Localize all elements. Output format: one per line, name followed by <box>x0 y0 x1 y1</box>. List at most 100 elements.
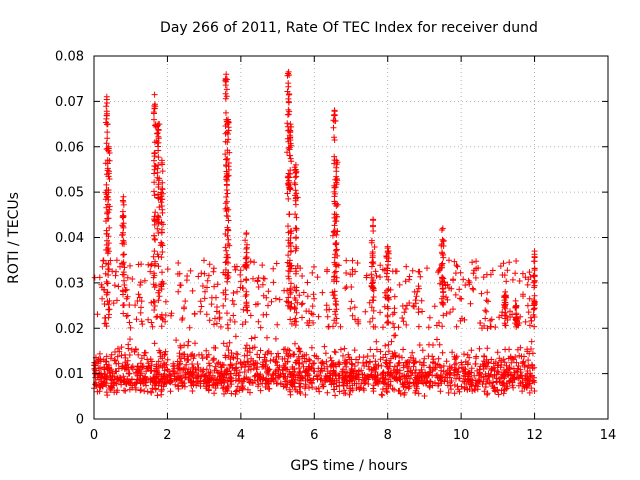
data-point <box>222 123 229 129</box>
data-point <box>466 386 473 392</box>
data-point <box>415 268 422 275</box>
y-tick-label: 0.06 <box>55 140 84 155</box>
data-point <box>381 380 388 386</box>
data-point <box>189 372 196 379</box>
data-point <box>285 223 291 230</box>
data-point <box>230 312 237 319</box>
data-point <box>429 353 436 360</box>
data-point <box>243 264 250 271</box>
data-point <box>323 306 330 313</box>
data-point <box>306 357 313 364</box>
data-point <box>152 379 159 386</box>
data-point <box>292 315 299 322</box>
data-point <box>379 266 386 273</box>
data-point <box>332 373 339 380</box>
data-point <box>364 353 371 360</box>
data-point <box>230 290 237 296</box>
data-point <box>214 304 220 310</box>
data-point <box>117 374 124 381</box>
data-point <box>310 311 316 318</box>
data-point <box>318 375 325 382</box>
data-point <box>416 375 423 381</box>
data-point <box>483 308 490 315</box>
data-point <box>151 188 157 195</box>
data-point <box>495 391 502 398</box>
data-point <box>384 267 391 274</box>
data-point <box>503 386 509 392</box>
data-point <box>317 368 324 375</box>
data-point <box>225 136 232 143</box>
data-point <box>104 365 111 372</box>
data-point <box>447 382 454 389</box>
data-point <box>109 380 115 387</box>
data-point <box>245 376 252 383</box>
data-point <box>194 361 201 367</box>
data-point <box>200 380 207 387</box>
data-point <box>276 296 283 303</box>
data-point <box>287 353 294 359</box>
data-point <box>385 296 392 303</box>
data-point <box>439 300 446 307</box>
data-point <box>286 146 293 153</box>
data-point <box>507 377 514 384</box>
data-point <box>468 347 475 354</box>
data-point <box>366 299 373 306</box>
data-point <box>464 375 471 382</box>
data-point <box>413 385 420 392</box>
data-point <box>177 282 183 289</box>
data-point <box>151 91 158 98</box>
data-point <box>512 297 519 304</box>
data-point <box>421 355 428 362</box>
data-point <box>370 382 377 389</box>
data-point <box>243 249 250 256</box>
data-point <box>426 314 433 321</box>
data-point <box>502 293 509 300</box>
data-point <box>295 353 302 360</box>
data-point <box>474 386 481 393</box>
data-point <box>101 366 108 373</box>
data-point <box>331 288 338 295</box>
data-point <box>276 373 283 380</box>
data-point <box>461 351 467 358</box>
data-point <box>517 344 524 351</box>
data-point <box>202 288 208 295</box>
data-point <box>106 364 113 371</box>
data-point <box>478 290 485 297</box>
data-point <box>222 151 229 158</box>
data-point <box>484 390 491 397</box>
data-point <box>482 315 489 322</box>
data-point <box>406 300 413 306</box>
data-point <box>170 360 177 367</box>
data-point <box>205 378 212 385</box>
data-point <box>493 371 500 378</box>
data-point <box>396 281 403 288</box>
data-point <box>417 273 424 280</box>
data-point <box>151 340 158 347</box>
data-point <box>520 358 527 365</box>
data-point <box>203 311 210 318</box>
data-point <box>217 323 224 330</box>
data-point <box>111 282 118 289</box>
data-point <box>158 157 165 164</box>
data-point <box>104 121 110 128</box>
data-point <box>465 371 472 378</box>
data-point <box>332 311 339 318</box>
data-point <box>166 378 173 384</box>
data-point <box>224 254 231 261</box>
data-point <box>239 386 246 393</box>
data-point <box>126 302 133 308</box>
data-point <box>515 363 522 369</box>
data-point <box>234 288 241 295</box>
data-point <box>369 280 376 287</box>
data-point <box>102 358 109 365</box>
data-point <box>121 387 127 394</box>
data-point <box>176 270 183 277</box>
data-point <box>379 370 386 377</box>
data-point <box>154 392 161 399</box>
data-point <box>224 190 231 197</box>
data-point <box>333 168 340 175</box>
data-point <box>153 380 160 387</box>
data-point <box>523 382 530 389</box>
data-point <box>402 306 409 312</box>
data-point <box>203 354 210 360</box>
